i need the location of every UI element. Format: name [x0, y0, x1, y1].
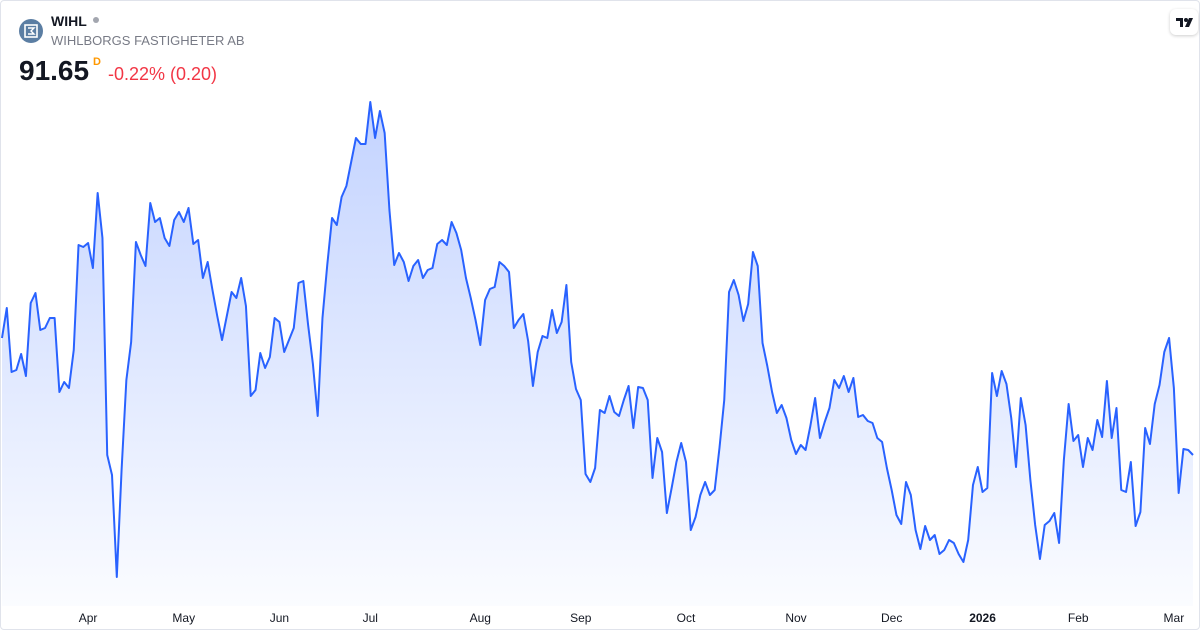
x-tick-label: Aug [470, 611, 491, 625]
x-tick-label: Feb [1068, 611, 1089, 625]
price: 91.65 [19, 55, 90, 86]
x-tick-label: Sep [570, 611, 592, 625]
status-dot [93, 17, 99, 23]
x-tick-label: Jun [270, 611, 289, 625]
logo [19, 19, 43, 43]
ticker: WIHL [51, 13, 87, 29]
x-tick-label: Nov [785, 611, 806, 625]
tv-icon [1176, 18, 1193, 27]
tradingview-logo[interactable] [1170, 9, 1198, 35]
flag: D [93, 56, 101, 68]
x-tick-label: 2026 [969, 611, 996, 625]
company-name: WIHLBORGS FASTIGHETER AB [51, 33, 245, 48]
x-tick-label: May [172, 611, 195, 625]
x-tick-label: Mar [1164, 611, 1185, 625]
logo-icon [24, 24, 38, 38]
x-tick-label: Oct [677, 611, 696, 625]
area-fill [2, 102, 1193, 606]
x-tick-label: Dec [881, 611, 902, 625]
x-tick-label: Apr [79, 611, 98, 625]
price-change: -0.22% (0.20) [108, 64, 218, 84]
price-line [1, 101, 1194, 578]
x-tick-label: Jul [363, 611, 378, 625]
